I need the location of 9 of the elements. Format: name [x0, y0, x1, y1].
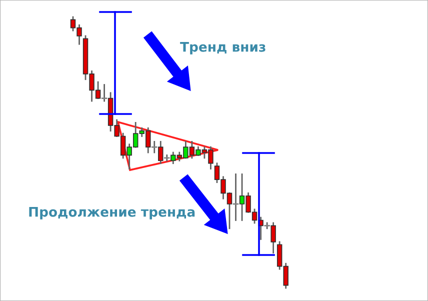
candlestick — [164, 154, 170, 162]
candlestick — [270, 222, 276, 254]
candlestick — [264, 222, 270, 230]
candlestick — [151, 140, 158, 154]
candlestick — [158, 140, 164, 164]
candlestick — [232, 173, 239, 221]
candlestick — [101, 84, 108, 102]
annotation: Продолжение тренда — [29, 207, 195, 220]
annotation: Тренд вниз — [180, 42, 266, 54]
